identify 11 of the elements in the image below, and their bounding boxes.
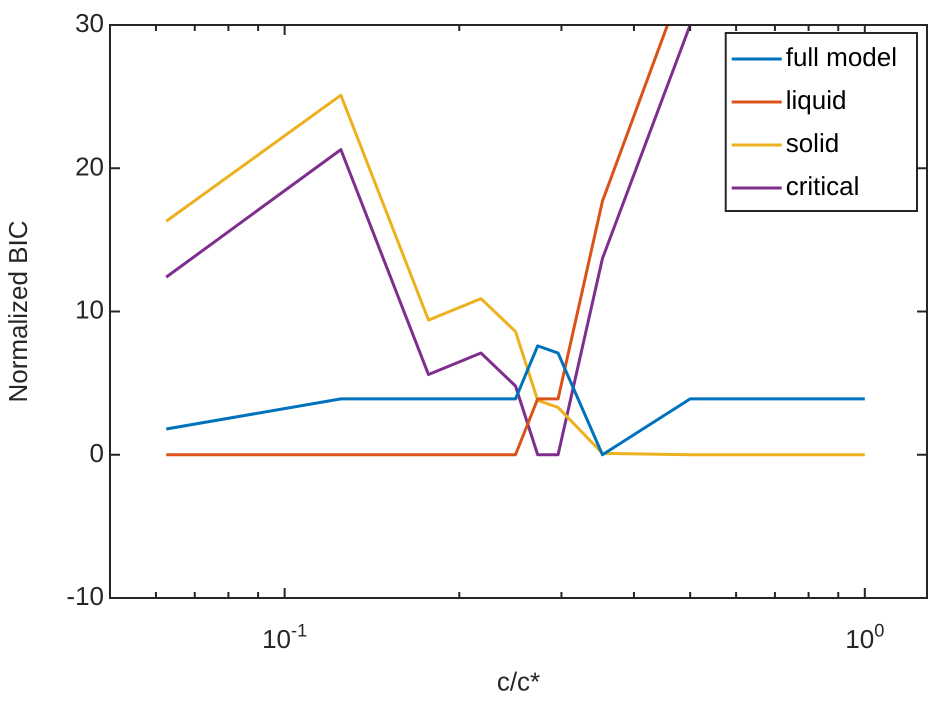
- x-axis-title: c/c*: [496, 666, 540, 697]
- y-tick-label: 0: [90, 438, 104, 468]
- y-tick-label: 20: [75, 151, 104, 182]
- legend-label: solid: [786, 128, 840, 158]
- legend-label: full model: [786, 42, 898, 72]
- y-axis-title: Normalized BIC: [2, 220, 33, 403]
- y-tick-label: 30: [75, 8, 104, 38]
- y-tick-label: 10: [75, 294, 104, 325]
- legend-label: critical: [786, 171, 860, 202]
- y-tick-label: -10: [66, 581, 104, 612]
- legend-label: liquid: [786, 85, 846, 116]
